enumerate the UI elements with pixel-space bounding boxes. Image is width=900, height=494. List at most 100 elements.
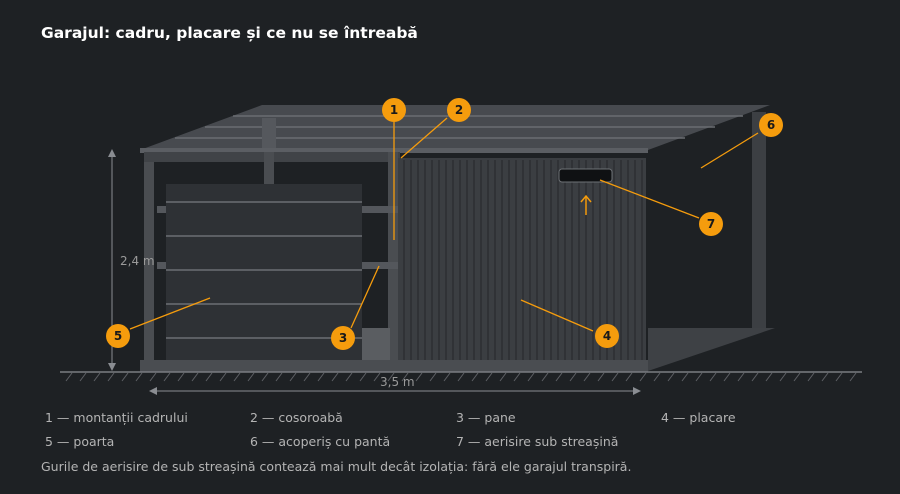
roof-post: [262, 118, 276, 150]
hatch-mark: [429, 372, 437, 382]
hatch-mark: [121, 372, 129, 382]
ground-hatch: [65, 372, 857, 382]
hatch-mark: [541, 372, 549, 382]
callout-badge-6: 6: [759, 113, 783, 137]
hatch-mark: [849, 372, 857, 382]
hatch-mark: [219, 372, 227, 382]
leader-line-5: [129, 297, 211, 330]
hatch-mark: [275, 372, 283, 382]
hatch-mark: [583, 372, 591, 382]
side-floor: [648, 328, 775, 371]
leader-line-3: [350, 265, 380, 329]
hatch-mark: [625, 372, 633, 382]
legend-item: 2 — cosoroabă: [250, 410, 343, 425]
leader-line-7: [599, 179, 700, 219]
hatch-mark: [597, 372, 605, 382]
hatch-mark: [135, 372, 143, 382]
hatch-mark: [779, 372, 787, 382]
hatch-mark: [835, 372, 843, 382]
hatch-mark: [359, 372, 367, 382]
legend-item: 7 — aerisire sub streașină: [456, 434, 619, 449]
leader-line-4: [520, 299, 594, 332]
hatch-mark: [387, 372, 395, 382]
cladding-ribs: [403, 160, 643, 360]
hatch-mark: [401, 372, 409, 382]
hatch-mark: [499, 372, 507, 382]
legend-item: 5 — poarta: [45, 434, 115, 449]
hatch-mark: [485, 372, 493, 382]
hatch-mark: [569, 372, 577, 382]
left-post: [144, 152, 154, 372]
callout-badge-5: 5: [106, 324, 130, 348]
vent-arrow-head: [580, 194, 592, 203]
page-title: Garajul: cadru, placare și ce nu se într…: [41, 24, 418, 42]
hatch-mark: [289, 372, 297, 382]
hatch-mark: [737, 372, 745, 382]
hatch-mark: [303, 372, 311, 382]
height-label: 2,4 m: [120, 254, 155, 268]
callout-number: 4: [603, 329, 611, 343]
hatch-mark: [751, 372, 759, 382]
hatch-mark: [611, 372, 619, 382]
hatch-mark: [471, 372, 479, 382]
hatch-mark: [191, 372, 199, 382]
hatch-mark: [317, 372, 325, 382]
hatch-mark: [527, 372, 535, 382]
hatch-mark: [653, 372, 661, 382]
hatch-mark: [261, 372, 269, 382]
dimension-arrow: [108, 363, 116, 371]
leader-line-6: [700, 132, 759, 169]
legend-item: 6 — acoperiș cu pantă: [250, 434, 391, 449]
hatch-mark: [331, 372, 339, 382]
hatch-mark: [457, 372, 465, 382]
dimension-arrow: [108, 149, 116, 157]
legend-item: 3 — pane: [456, 410, 516, 425]
hatch-mark: [667, 372, 675, 382]
hatch-mark: [695, 372, 703, 382]
dimension-arrow: [149, 387, 157, 395]
callout-number: 5: [114, 329, 122, 343]
callout-badge-7: 7: [699, 212, 723, 236]
legend-item: 4 — placare: [661, 410, 736, 425]
callout-badge-2: 2: [447, 98, 471, 122]
hatch-mark: [107, 372, 115, 382]
callout-number: 2: [455, 103, 463, 117]
hatch-mark: [149, 372, 157, 382]
hatch-mark: [345, 372, 353, 382]
hatch-mark: [709, 372, 717, 382]
back-post: [752, 112, 766, 328]
base-block: [362, 328, 390, 360]
callout-badge-3: 3: [331, 326, 355, 350]
gate: [166, 184, 362, 360]
center-post: [264, 152, 274, 185]
hatch-mark: [821, 372, 829, 382]
hatch-mark: [513, 372, 521, 382]
floor-slab: [140, 360, 648, 372]
leader-lines: [129, 117, 759, 332]
hatch-mark: [555, 372, 563, 382]
callout-number: 1: [390, 103, 398, 117]
hatch-mark: [793, 372, 801, 382]
callout-number: 6: [767, 118, 775, 132]
hatch-mark: [681, 372, 689, 382]
hatch-mark: [639, 372, 647, 382]
hatch-mark: [65, 372, 73, 382]
dimension-arrow: [633, 387, 641, 395]
hatch-mark: [79, 372, 87, 382]
legend-item: 1 — montanții cadrului: [45, 410, 188, 425]
hatch-mark: [177, 372, 185, 382]
callout-number: 7: [707, 217, 715, 231]
hatch-mark: [373, 372, 381, 382]
width-label: 3,5 m: [380, 375, 415, 389]
hatch-mark: [93, 372, 101, 382]
callout-badge-1: 1: [382, 98, 406, 122]
eave-vent: [558, 168, 613, 183]
hatch-mark: [233, 372, 241, 382]
callout-number: 3: [339, 331, 347, 345]
leader-line-2: [400, 117, 448, 159]
hatch-mark: [205, 372, 213, 382]
hatch-mark: [765, 372, 773, 382]
hatch-mark: [247, 372, 255, 382]
hatch-mark: [443, 372, 451, 382]
